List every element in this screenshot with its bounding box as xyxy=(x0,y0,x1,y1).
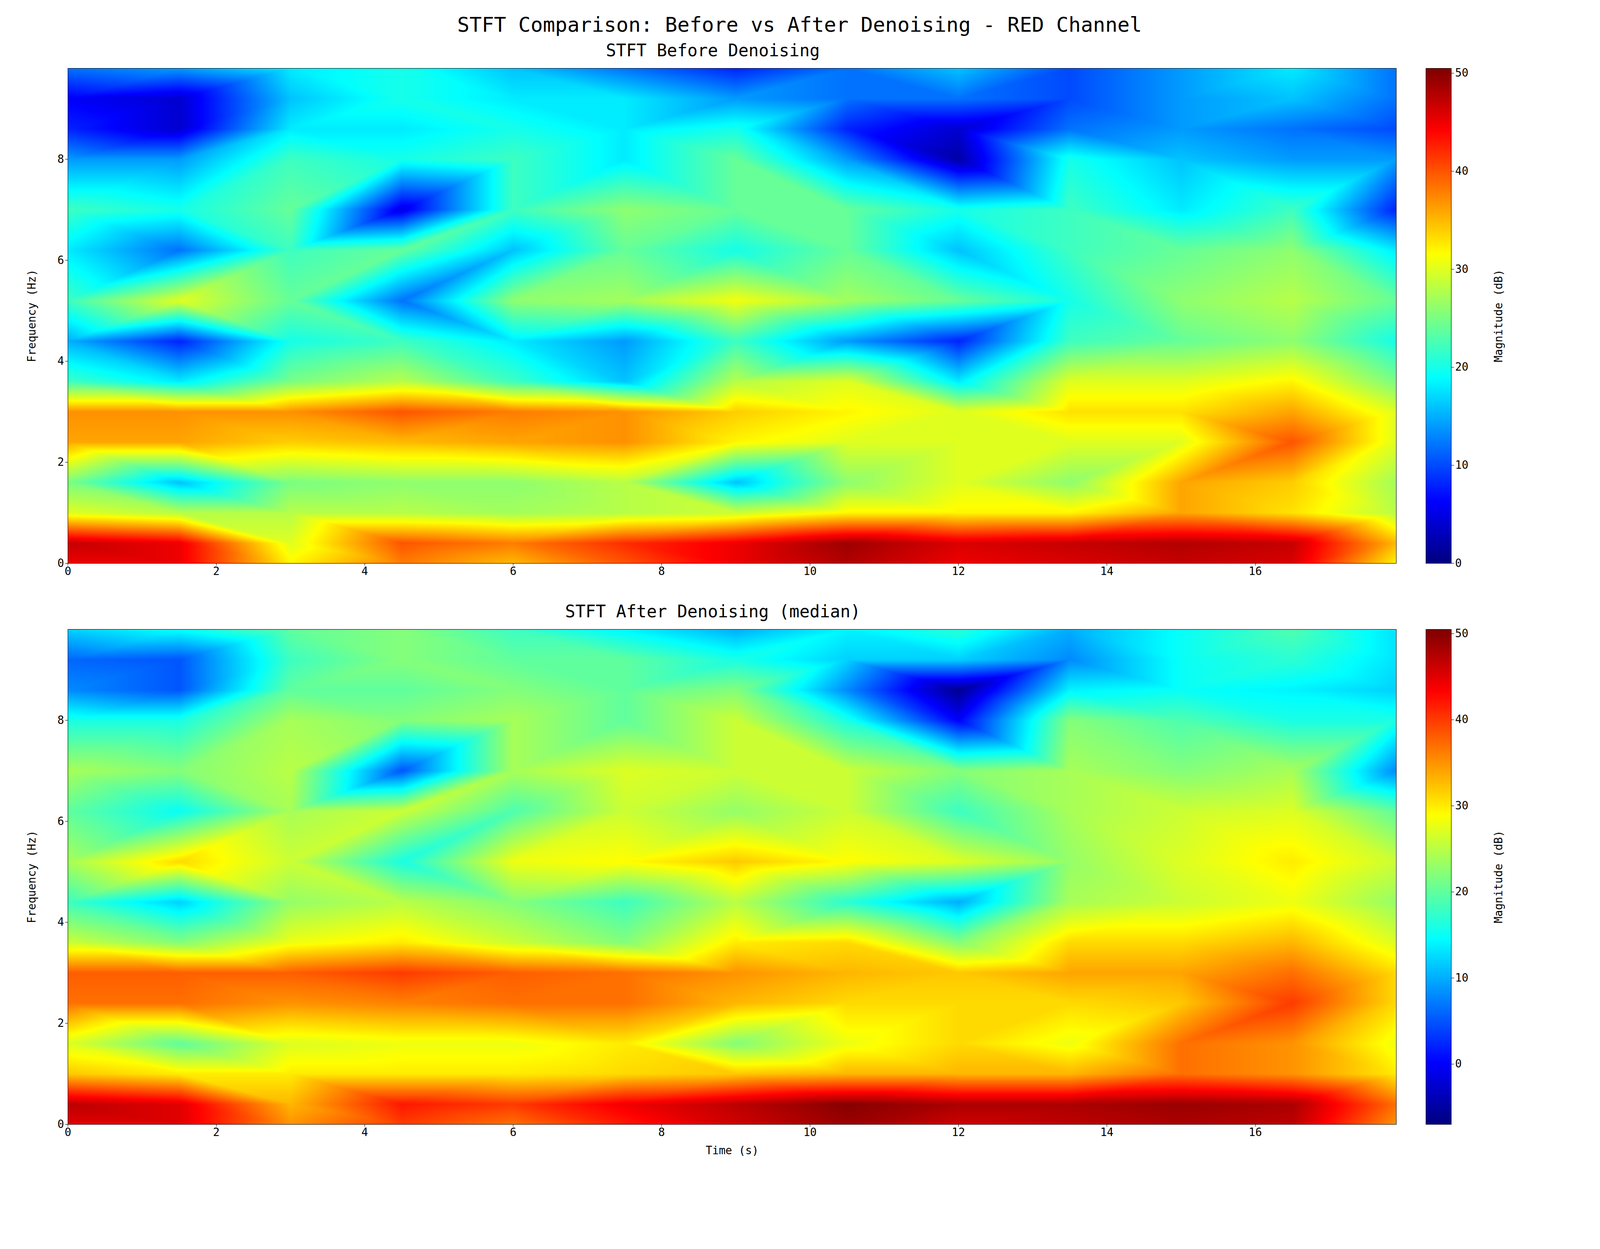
svg-text:0: 0 xyxy=(64,564,72,578)
svg-text:0: 0 xyxy=(1455,1057,1463,1070)
svg-text:2: 2 xyxy=(57,455,65,469)
svg-text:4: 4 xyxy=(361,1125,369,1139)
svg-text:2: 2 xyxy=(57,1016,65,1030)
svg-text:14: 14 xyxy=(1100,1125,1114,1139)
svg-text:0: 0 xyxy=(57,556,65,570)
svg-text:50: 50 xyxy=(1455,66,1469,80)
svg-text:4: 4 xyxy=(57,915,65,929)
svg-text:Magnitude (dB): Magnitude (dB) xyxy=(1492,830,1505,924)
svg-text:50: 50 xyxy=(1455,626,1469,640)
svg-text:Frequency (Hz): Frequency (Hz) xyxy=(25,830,39,924)
svg-text:12: 12 xyxy=(951,1125,965,1139)
svg-text:10: 10 xyxy=(1455,458,1469,472)
svg-text:16: 16 xyxy=(1248,1125,1262,1139)
svg-text:8: 8 xyxy=(57,152,65,166)
svg-text:Magnitude (dB): Magnitude (dB) xyxy=(1492,269,1505,363)
svg-text:40: 40 xyxy=(1455,164,1469,178)
svg-text:8: 8 xyxy=(57,713,65,727)
svg-text:12: 12 xyxy=(951,564,965,578)
html-text:STFT After Denoising (median): STFT After Denoising (median) xyxy=(565,601,861,622)
svg-text:6: 6 xyxy=(509,564,517,578)
svg-text:10: 10 xyxy=(1455,971,1469,985)
svg-text:2: 2 xyxy=(213,1125,220,1139)
html-text:STFT Comparison: Before vs Aft: STFT Comparison: Before vs After Denoisi… xyxy=(457,12,1142,37)
svg-text:16: 16 xyxy=(1248,564,1262,578)
svg-text:8: 8 xyxy=(658,564,666,578)
svg-text:0: 0 xyxy=(1455,556,1463,570)
svg-text:2: 2 xyxy=(213,564,220,578)
svg-text:4: 4 xyxy=(57,354,65,368)
svg-text:10: 10 xyxy=(803,1125,817,1139)
svg-text:0: 0 xyxy=(57,1117,65,1131)
svg-text:10: 10 xyxy=(803,564,817,578)
svg-text:6: 6 xyxy=(57,814,65,828)
svg-text:14: 14 xyxy=(1100,564,1114,578)
svg-text:40: 40 xyxy=(1455,712,1469,726)
svg-text:30: 30 xyxy=(1455,799,1469,812)
html-text:STFT Before Denoising: STFT Before Denoising xyxy=(605,40,820,61)
svg-text:8: 8 xyxy=(658,1125,666,1139)
svg-text:6: 6 xyxy=(509,1125,517,1139)
svg-text:20: 20 xyxy=(1455,885,1469,898)
svg-text:0: 0 xyxy=(64,1125,72,1139)
svg-text:4: 4 xyxy=(361,564,369,578)
svg-text:30: 30 xyxy=(1455,262,1469,276)
svg-text:6: 6 xyxy=(57,253,65,267)
svg-text:20: 20 xyxy=(1455,360,1469,374)
svg-text:Frequency (Hz): Frequency (Hz) xyxy=(25,269,39,363)
svg-text:Time (s): Time (s) xyxy=(705,1143,759,1157)
